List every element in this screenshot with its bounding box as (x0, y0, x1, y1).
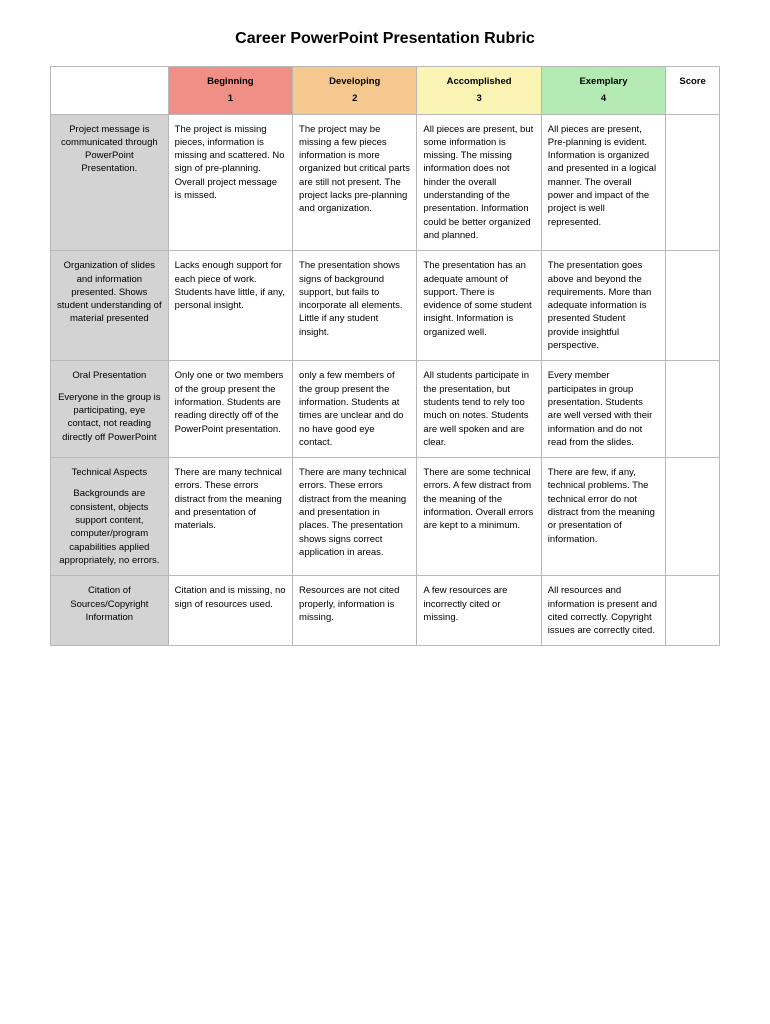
table-row: Organization of slides and information p… (51, 251, 720, 361)
level-cell: There are few, if any, technical problem… (541, 458, 665, 576)
level-cell: The project is missing pieces, informati… (168, 114, 292, 251)
level-cell: Only one or two members of the group pre… (168, 361, 292, 458)
header-developing-num: 2 (299, 92, 410, 105)
header-accomplished: Accomplished 3 (417, 67, 541, 115)
score-cell (666, 458, 720, 576)
criteria-body: Everyone in the group is participating, … (57, 391, 162, 444)
level-cell: A few resources are incorrectly cited or… (417, 576, 541, 646)
page-title: Career PowerPoint Presentation Rubric (50, 30, 720, 48)
level-cell: Citation and is missing, no sign of reso… (168, 576, 292, 646)
score-cell (666, 114, 720, 251)
table-row: Technical Aspects Backgrounds are consist… (51, 458, 720, 576)
header-exemplary: Exemplary 4 (541, 67, 665, 115)
score-cell (666, 576, 720, 646)
header-row: Beginning 1 Developing 2 Accomplished 3 … (51, 67, 720, 115)
level-cell: Lacks enough support for each piece of w… (168, 251, 292, 361)
criteria-title: Oral Presentation (57, 369, 162, 382)
criteria-cell: Project message is communicated through … (51, 114, 169, 251)
level-cell: All pieces are present, but some informa… (417, 114, 541, 251)
level-cell: The presentation shows signs of backgrou… (293, 251, 417, 361)
level-cell: There are many technical errors. These e… (168, 458, 292, 576)
level-cell: The presentation goes above and beyond t… (541, 251, 665, 361)
header-beginning-label: Beginning (207, 76, 253, 87)
header-score: Score (666, 67, 720, 115)
criteria-body: Backgrounds are consistent, objects supp… (57, 487, 162, 567)
rubric-table: Beginning 1 Developing 2 Accomplished 3 … (50, 66, 720, 646)
table-row: Citation of Sources/Copyright Informatio… (51, 576, 720, 646)
criteria-title: Technical Aspects (57, 466, 162, 479)
level-cell: Every member participates in group prese… (541, 361, 665, 458)
criteria-cell: Technical Aspects Backgrounds are consist… (51, 458, 169, 576)
header-developing: Developing 2 (293, 67, 417, 115)
level-cell: All students participate in the presenta… (417, 361, 541, 458)
header-accomplished-label: Accomplished (447, 76, 512, 87)
score-cell (666, 251, 720, 361)
header-beginning: Beginning 1 (168, 67, 292, 115)
header-empty (51, 67, 169, 115)
level-cell: There are many technical errors. These e… (293, 458, 417, 576)
level-cell: The presentation has an adequate amount … (417, 251, 541, 361)
score-cell (666, 361, 720, 458)
level-cell: All resources and information is present… (541, 576, 665, 646)
criteria-cell: Citation of Sources/Copyright Informatio… (51, 576, 169, 646)
level-cell: There are some technical errors. A few d… (417, 458, 541, 576)
criteria-cell: Oral Presentation Everyone in the group i… (51, 361, 169, 458)
criteria-cell: Organization of slides and information p… (51, 251, 169, 361)
level-cell: Resources are not cited properly, inform… (293, 576, 417, 646)
level-cell: All pieces are present, Pre-planning is … (541, 114, 665, 251)
header-developing-label: Developing (329, 76, 380, 87)
header-beginning-num: 1 (175, 92, 286, 105)
level-cell: only a few members of the group present … (293, 361, 417, 458)
table-row: Oral Presentation Everyone in the group i… (51, 361, 720, 458)
level-cell: The project may be missing a few pieces … (293, 114, 417, 251)
header-accomplished-num: 3 (423, 92, 534, 105)
header-exemplary-label: Exemplary (579, 76, 627, 87)
header-exemplary-num: 4 (548, 92, 659, 105)
table-row: Project message is communicated through … (51, 114, 720, 251)
